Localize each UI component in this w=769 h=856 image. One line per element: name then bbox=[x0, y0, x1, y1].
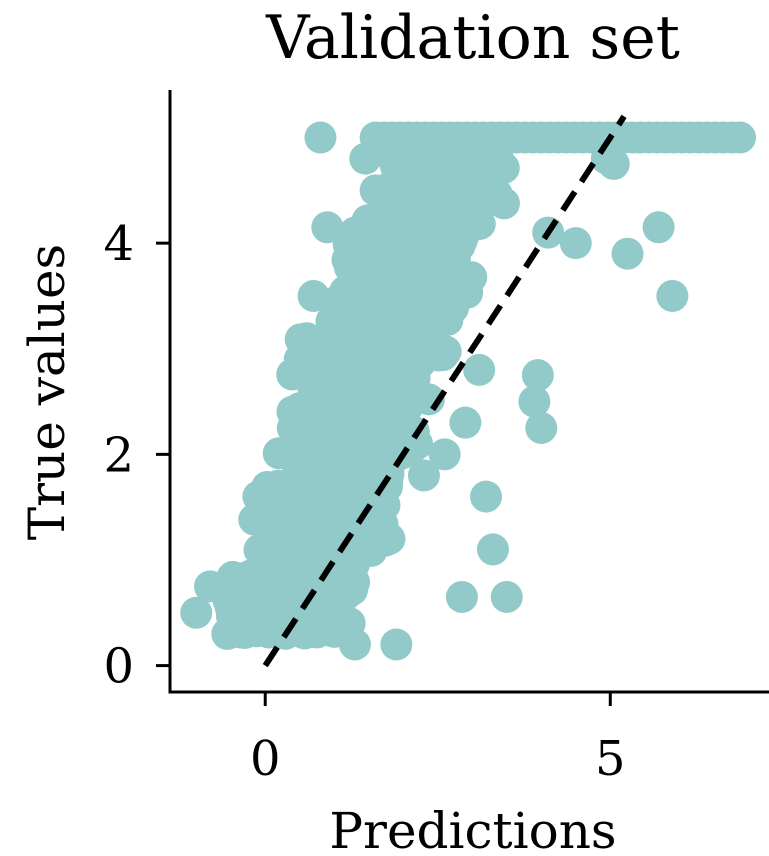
data-point bbox=[401, 427, 434, 460]
data-point bbox=[407, 459, 440, 492]
data-point bbox=[180, 596, 213, 629]
data-point bbox=[559, 227, 592, 260]
data-point bbox=[211, 617, 244, 650]
cloud-point bbox=[429, 335, 462, 368]
data-point bbox=[656, 279, 689, 312]
data-point bbox=[283, 343, 316, 376]
cloud-point-capped bbox=[724, 121, 757, 154]
data-point bbox=[476, 533, 509, 566]
data-point bbox=[373, 522, 406, 555]
cloud-point bbox=[407, 260, 440, 293]
data-point bbox=[369, 322, 402, 355]
reference-line-group bbox=[262, 114, 627, 668]
y-tick-label: 0 bbox=[103, 639, 134, 695]
cloud-point bbox=[436, 229, 469, 262]
data-points bbox=[180, 121, 689, 661]
chart-title: Validation set bbox=[265, 3, 680, 73]
data-point bbox=[280, 438, 313, 471]
data-point bbox=[194, 570, 227, 603]
data-point bbox=[276, 411, 309, 444]
data-point bbox=[518, 385, 551, 418]
cloud-point bbox=[397, 181, 430, 214]
cloud-point bbox=[371, 230, 404, 263]
data-point bbox=[642, 211, 675, 244]
data-point bbox=[297, 375, 330, 407]
data-point bbox=[356, 206, 389, 239]
data-point bbox=[445, 580, 478, 613]
point-cloud bbox=[212, 121, 757, 650]
data-point bbox=[352, 417, 385, 450]
ticks: 0 5 0 2 4 bbox=[103, 216, 625, 787]
cloud-point bbox=[298, 559, 331, 592]
data-point bbox=[363, 353, 396, 386]
cloud-point bbox=[455, 261, 488, 294]
cloud-point bbox=[369, 263, 402, 296]
data-point bbox=[297, 279, 330, 312]
data-point bbox=[611, 237, 644, 270]
data-point bbox=[256, 512, 289, 545]
data-point bbox=[597, 147, 630, 180]
data-point bbox=[490, 580, 523, 613]
cloud-point bbox=[443, 152, 476, 185]
y-tick-label: 4 bbox=[103, 216, 134, 272]
data-point bbox=[359, 174, 392, 207]
y-tick-label: 2 bbox=[103, 427, 134, 483]
y-axis-label: True values bbox=[18, 244, 76, 540]
data-point bbox=[380, 628, 413, 661]
data-point bbox=[318, 491, 351, 524]
x-axis-label: Predictions bbox=[329, 802, 616, 856]
data-point bbox=[304, 121, 337, 154]
x-tick-label: 5 bbox=[595, 731, 626, 787]
data-point bbox=[525, 411, 558, 444]
cloud-point bbox=[315, 305, 348, 338]
cloud-point bbox=[376, 417, 409, 450]
data-point bbox=[428, 438, 461, 471]
identity-reference-line bbox=[262, 114, 627, 668]
cloud-point bbox=[256, 540, 289, 573]
data-point bbox=[242, 480, 275, 513]
data-point bbox=[283, 533, 316, 566]
data-point bbox=[338, 628, 371, 661]
cloud-point bbox=[334, 379, 367, 412]
data-point bbox=[521, 359, 554, 392]
data-point bbox=[387, 385, 420, 418]
data-point bbox=[311, 211, 344, 244]
data-point bbox=[335, 285, 368, 318]
cloud-point bbox=[300, 616, 333, 649]
data-point bbox=[470, 480, 503, 513]
data-point bbox=[349, 142, 382, 175]
data-point bbox=[463, 353, 496, 386]
cloud-point bbox=[448, 187, 481, 220]
cloud-point bbox=[399, 325, 432, 358]
data-point bbox=[269, 586, 302, 619]
data-point bbox=[338, 258, 371, 291]
cloud-point bbox=[312, 529, 345, 562]
data-point bbox=[449, 406, 482, 439]
data-point bbox=[249, 565, 282, 598]
x-tick-label: 0 bbox=[250, 731, 281, 787]
axes bbox=[168, 90, 769, 694]
